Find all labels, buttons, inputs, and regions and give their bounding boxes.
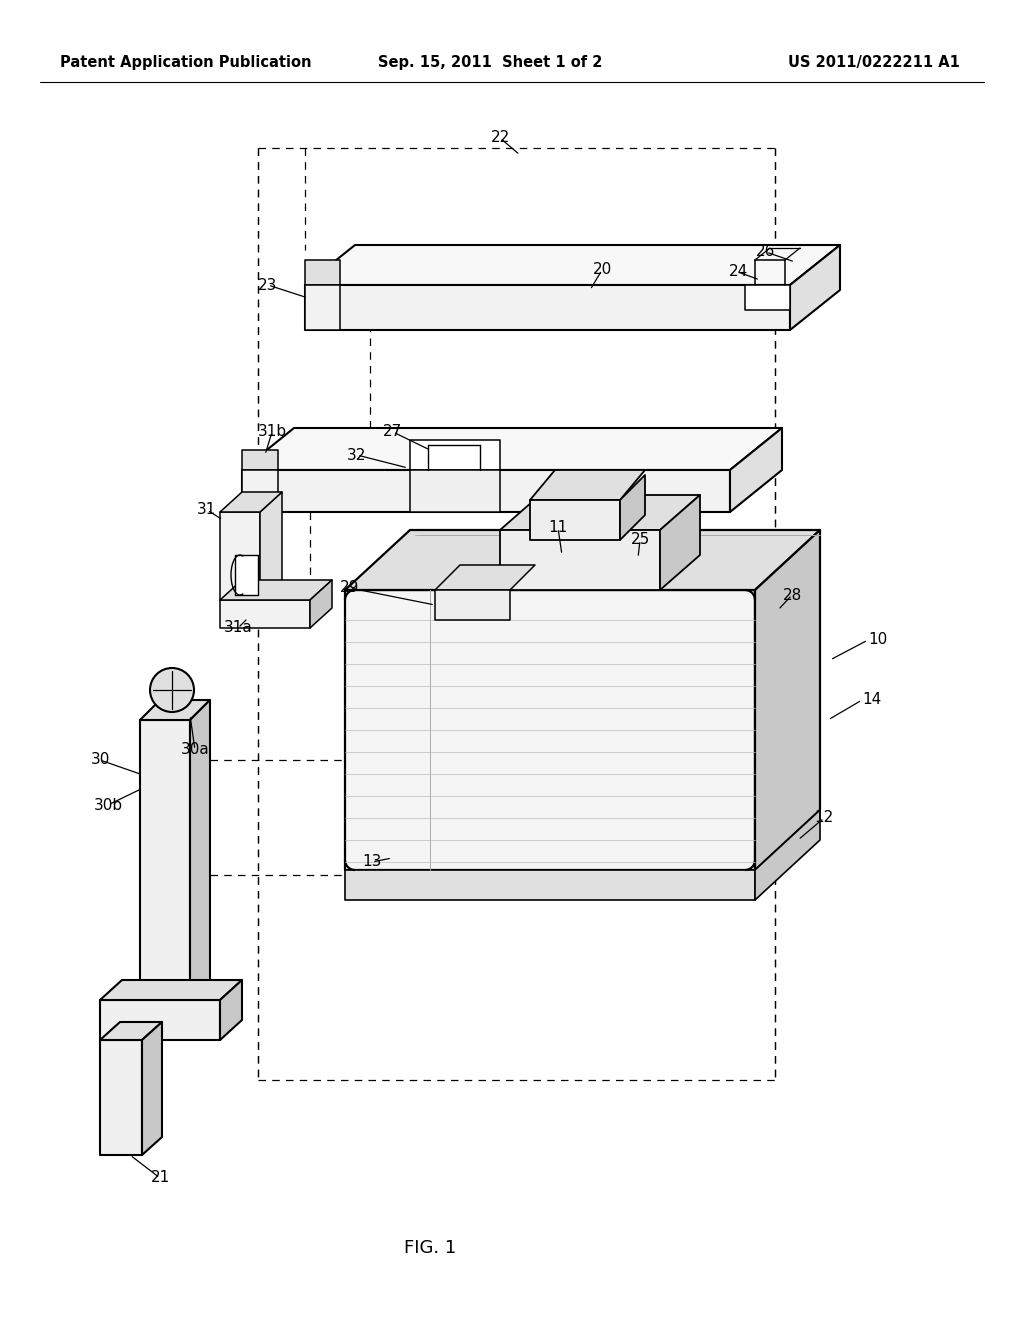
Text: Sep. 15, 2011  Sheet 1 of 2: Sep. 15, 2011 Sheet 1 of 2 bbox=[378, 54, 602, 70]
Polygon shape bbox=[755, 531, 820, 870]
Text: 28: 28 bbox=[782, 587, 802, 602]
Polygon shape bbox=[242, 450, 278, 470]
Polygon shape bbox=[435, 565, 535, 590]
Text: 14: 14 bbox=[862, 693, 882, 708]
Polygon shape bbox=[100, 1001, 220, 1040]
Polygon shape bbox=[142, 1022, 162, 1155]
Text: 11: 11 bbox=[549, 520, 567, 536]
Polygon shape bbox=[410, 440, 500, 470]
Text: Patent Application Publication: Patent Application Publication bbox=[60, 54, 311, 70]
Text: 30b: 30b bbox=[93, 797, 123, 813]
Circle shape bbox=[150, 668, 194, 711]
Text: 31a: 31a bbox=[223, 620, 252, 635]
Text: 30: 30 bbox=[90, 752, 110, 767]
Text: 31b: 31b bbox=[257, 425, 287, 440]
Polygon shape bbox=[220, 579, 332, 601]
Polygon shape bbox=[530, 500, 620, 540]
Polygon shape bbox=[745, 285, 790, 310]
Polygon shape bbox=[242, 470, 730, 512]
Polygon shape bbox=[305, 246, 840, 285]
Text: 32: 32 bbox=[347, 447, 367, 462]
Polygon shape bbox=[220, 979, 242, 1040]
Text: FIG. 1: FIG. 1 bbox=[403, 1239, 456, 1257]
Polygon shape bbox=[345, 590, 755, 870]
Polygon shape bbox=[305, 285, 340, 330]
Polygon shape bbox=[660, 495, 700, 590]
Polygon shape bbox=[140, 719, 190, 1001]
Polygon shape bbox=[190, 700, 210, 1001]
Polygon shape bbox=[100, 1040, 142, 1155]
Polygon shape bbox=[730, 428, 782, 512]
Text: 22: 22 bbox=[490, 131, 510, 145]
Polygon shape bbox=[790, 246, 840, 330]
Polygon shape bbox=[500, 495, 700, 531]
Polygon shape bbox=[220, 601, 310, 628]
Text: 31: 31 bbox=[198, 503, 217, 517]
Polygon shape bbox=[220, 492, 282, 512]
Polygon shape bbox=[234, 554, 258, 595]
Text: 25: 25 bbox=[631, 532, 649, 548]
Text: 30a: 30a bbox=[180, 742, 209, 758]
Text: 29: 29 bbox=[340, 581, 359, 595]
Text: US 2011/0222211 A1: US 2011/0222211 A1 bbox=[788, 54, 961, 70]
Text: 13: 13 bbox=[362, 854, 382, 870]
Polygon shape bbox=[100, 1022, 162, 1040]
Polygon shape bbox=[345, 531, 820, 590]
Polygon shape bbox=[410, 470, 500, 512]
Polygon shape bbox=[305, 260, 340, 285]
Polygon shape bbox=[530, 470, 645, 500]
Polygon shape bbox=[310, 579, 332, 628]
Text: 21: 21 bbox=[151, 1171, 170, 1185]
Polygon shape bbox=[755, 810, 820, 900]
Text: 10: 10 bbox=[868, 632, 887, 648]
Polygon shape bbox=[242, 470, 278, 512]
Text: 23: 23 bbox=[258, 277, 278, 293]
Polygon shape bbox=[435, 590, 510, 620]
Polygon shape bbox=[140, 700, 210, 719]
Polygon shape bbox=[220, 512, 260, 601]
Polygon shape bbox=[100, 979, 242, 1001]
Text: 20: 20 bbox=[592, 263, 611, 277]
Polygon shape bbox=[305, 285, 790, 330]
Polygon shape bbox=[345, 870, 755, 900]
Polygon shape bbox=[500, 531, 660, 590]
Text: 26: 26 bbox=[757, 244, 776, 260]
Text: 27: 27 bbox=[383, 425, 402, 440]
Text: 12: 12 bbox=[814, 810, 834, 825]
Polygon shape bbox=[242, 428, 782, 470]
Text: 24: 24 bbox=[728, 264, 748, 280]
Polygon shape bbox=[620, 475, 645, 540]
Polygon shape bbox=[260, 492, 282, 601]
